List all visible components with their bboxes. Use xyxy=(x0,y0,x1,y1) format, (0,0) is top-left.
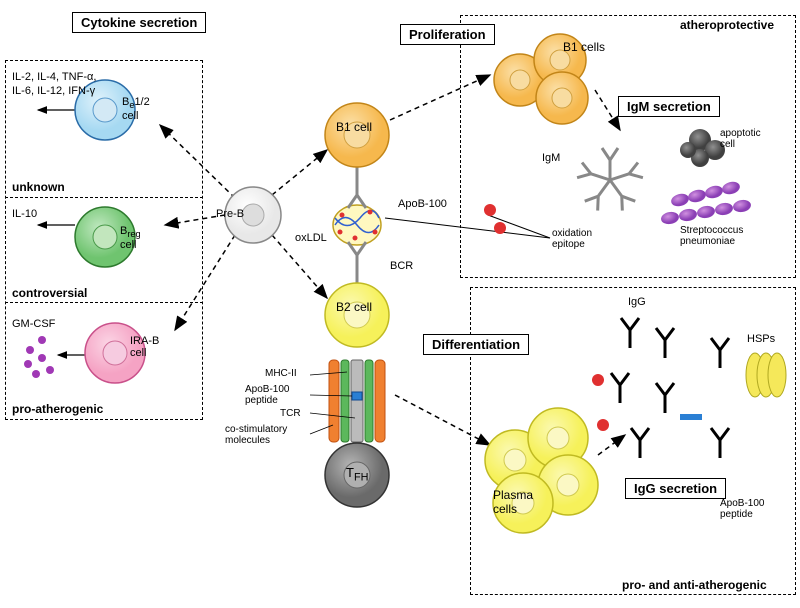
cytokine-secretion-label: Cytokine secretion xyxy=(72,12,206,33)
tfh-cell-label: TFH xyxy=(346,465,368,484)
cytokine-divider1 xyxy=(5,197,203,198)
oxidation-label: oxidationepitope xyxy=(552,228,592,250)
il10-label: IL-10 xyxy=(12,208,37,220)
oxldl-label: oxLDL xyxy=(295,232,327,244)
cytokine-divider2 xyxy=(5,302,203,303)
irab-cell-label: IRA-Bcell xyxy=(130,335,159,359)
plasma-cluster-label: Plasmacells xyxy=(493,488,533,516)
be12-cell-label: Be1/2cell xyxy=(122,96,150,122)
differentiation-label: Differentiation xyxy=(423,334,529,355)
atheroprotective-label: atheroprotective xyxy=(680,18,774,32)
gmcsf-label: GM-CSF xyxy=(12,318,55,330)
b1-cluster-label: B1 cells xyxy=(563,40,605,54)
cytokine-region xyxy=(5,60,203,420)
igm-label: IgM xyxy=(542,152,560,164)
igg-label: IgG xyxy=(628,296,646,308)
apob-peptide-label: ApoB-100peptide xyxy=(245,384,289,406)
bcr-label: BCR xyxy=(390,260,413,272)
strep-label: Streptococcuspneumoniae xyxy=(680,225,743,247)
unknown-label: unknown xyxy=(12,180,65,194)
pro-anti-label: pro- and anti-atherogenic xyxy=(622,578,767,592)
igm-secretion-label: IgM secretion xyxy=(618,96,720,117)
pro-atherogenic-label: pro-atherogenic xyxy=(12,402,103,416)
apoptotic-label: apoptoticcell xyxy=(720,128,761,150)
preb-cell-label: Pre-B xyxy=(216,208,244,220)
igg-secretion-label: IgG secretion xyxy=(625,478,726,499)
b1-cell-label: B1 cell xyxy=(336,120,372,134)
b2-cell-label: B2 cell xyxy=(336,300,372,314)
breg-cell-label: Bregcell xyxy=(120,225,141,251)
apob-peptide2-label: ApoB-100peptide xyxy=(720,498,764,520)
apob100-label: ApoB-100 xyxy=(398,198,447,210)
hsps-label: HSPs xyxy=(747,333,775,345)
costim-label: co-stimulatorymolecules xyxy=(225,424,287,446)
proliferation-label: Proliferation xyxy=(400,24,495,45)
cytokines-list: IL-2, IL-4, TNF-α,IL-6, IL-12, IFN-γ xyxy=(12,70,96,99)
mhcii-label: MHC-II xyxy=(265,368,297,379)
controversial-label: controversial xyxy=(12,286,87,300)
tcr-label: TCR xyxy=(280,408,301,419)
